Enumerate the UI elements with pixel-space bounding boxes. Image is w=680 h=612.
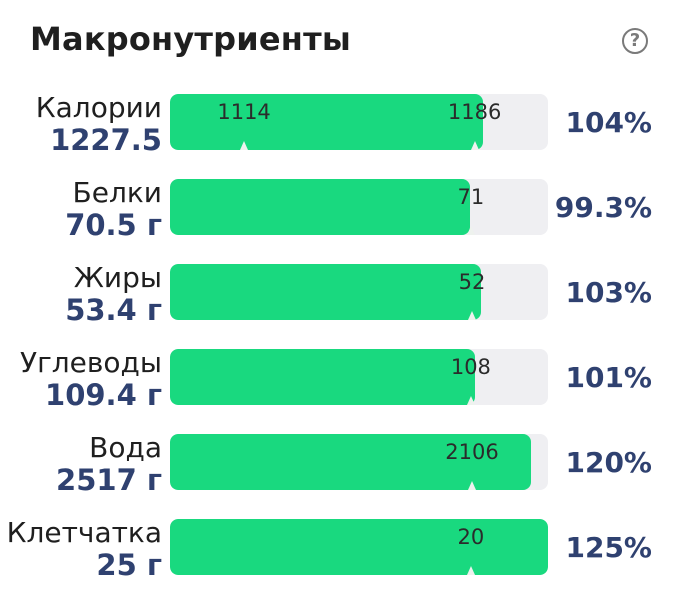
nutrient-amount: 109.4 г bbox=[45, 378, 162, 412]
nutrient-percent: 101% bbox=[565, 361, 652, 394]
progress-track: 108 bbox=[170, 349, 548, 405]
progress-fill bbox=[170, 349, 476, 405]
target-marker-label: 108 bbox=[450, 355, 491, 379]
nutrient-percent: 125% bbox=[565, 531, 652, 564]
progress-track: 2106 bbox=[170, 434, 548, 490]
progress-fill bbox=[170, 264, 482, 320]
nutrient-amount: 53.4 г bbox=[65, 293, 162, 327]
nutrient-percent: 103% bbox=[565, 276, 652, 309]
progress-track: 1114 1186 bbox=[170, 94, 548, 150]
progress-track: 20 bbox=[170, 519, 548, 575]
progress-fill bbox=[170, 519, 548, 575]
nutrient-percent: 99.3% bbox=[554, 191, 652, 224]
nutrient-label: Вода bbox=[89, 431, 162, 464]
nutrient-amount: 1227.5 bbox=[50, 123, 162, 157]
nutrient-percent: 120% bbox=[565, 446, 652, 479]
nutrient-label: Белки bbox=[72, 176, 162, 209]
nutrient-row: Жиры 53.4 г 52 103% bbox=[0, 262, 680, 347]
nutrient-row: Клетчатка 25 г 20 125% bbox=[0, 517, 680, 602]
target-marker-icon bbox=[466, 396, 475, 405]
target-marker-label: 20 bbox=[457, 525, 485, 549]
help-icon[interactable]: ? bbox=[622, 28, 648, 54]
target-marker-label: 52 bbox=[458, 270, 486, 294]
progress-track: 71 bbox=[170, 179, 548, 235]
nutrient-row: Вода 2517 г 2106 120% bbox=[0, 432, 680, 517]
nutrient-label: Углеводы bbox=[20, 346, 162, 379]
target-marker-icon bbox=[466, 226, 475, 235]
nutrient-label: Клетчатка bbox=[6, 516, 162, 549]
nutrient-row: Белки 70.5 г 71 99.3% bbox=[0, 177, 680, 262]
nutrient-amount: 25 г bbox=[96, 548, 162, 582]
target-marker-label: 1114 bbox=[217, 100, 271, 124]
target-marker-icon bbox=[466, 566, 475, 575]
nutrient-row: Калории 1227.5 1114 1186 104% bbox=[0, 92, 680, 177]
target-marker-label: 1186 bbox=[447, 100, 502, 124]
target-marker-icon bbox=[468, 481, 477, 490]
nutrient-row: Углеводы 109.4 г 108 101% bbox=[0, 347, 680, 432]
page-title: Макронутриенты bbox=[30, 20, 351, 58]
nutrient-percent: 104% bbox=[565, 106, 652, 139]
target-marker-icon bbox=[470, 141, 479, 150]
target-marker-icon bbox=[240, 141, 249, 150]
nutrient-amount: 2517 г bbox=[56, 463, 162, 497]
macronutrient-list: Калории 1227.5 1114 1186 104% Белки 70.5 г 71 99… bbox=[0, 92, 680, 602]
nutrient-label: Жиры bbox=[73, 261, 162, 294]
progress-fill bbox=[170, 179, 471, 235]
target-marker-icon bbox=[468, 311, 477, 320]
progress-track: 52 bbox=[170, 264, 548, 320]
nutrient-amount: 70.5 г bbox=[65, 208, 162, 242]
progress-fill bbox=[170, 434, 531, 490]
target-marker-label: 71 bbox=[457, 185, 485, 209]
progress-fill bbox=[170, 94, 483, 150]
target-marker-label: 2106 bbox=[445, 440, 499, 464]
nutrient-label: Калории bbox=[35, 91, 162, 124]
